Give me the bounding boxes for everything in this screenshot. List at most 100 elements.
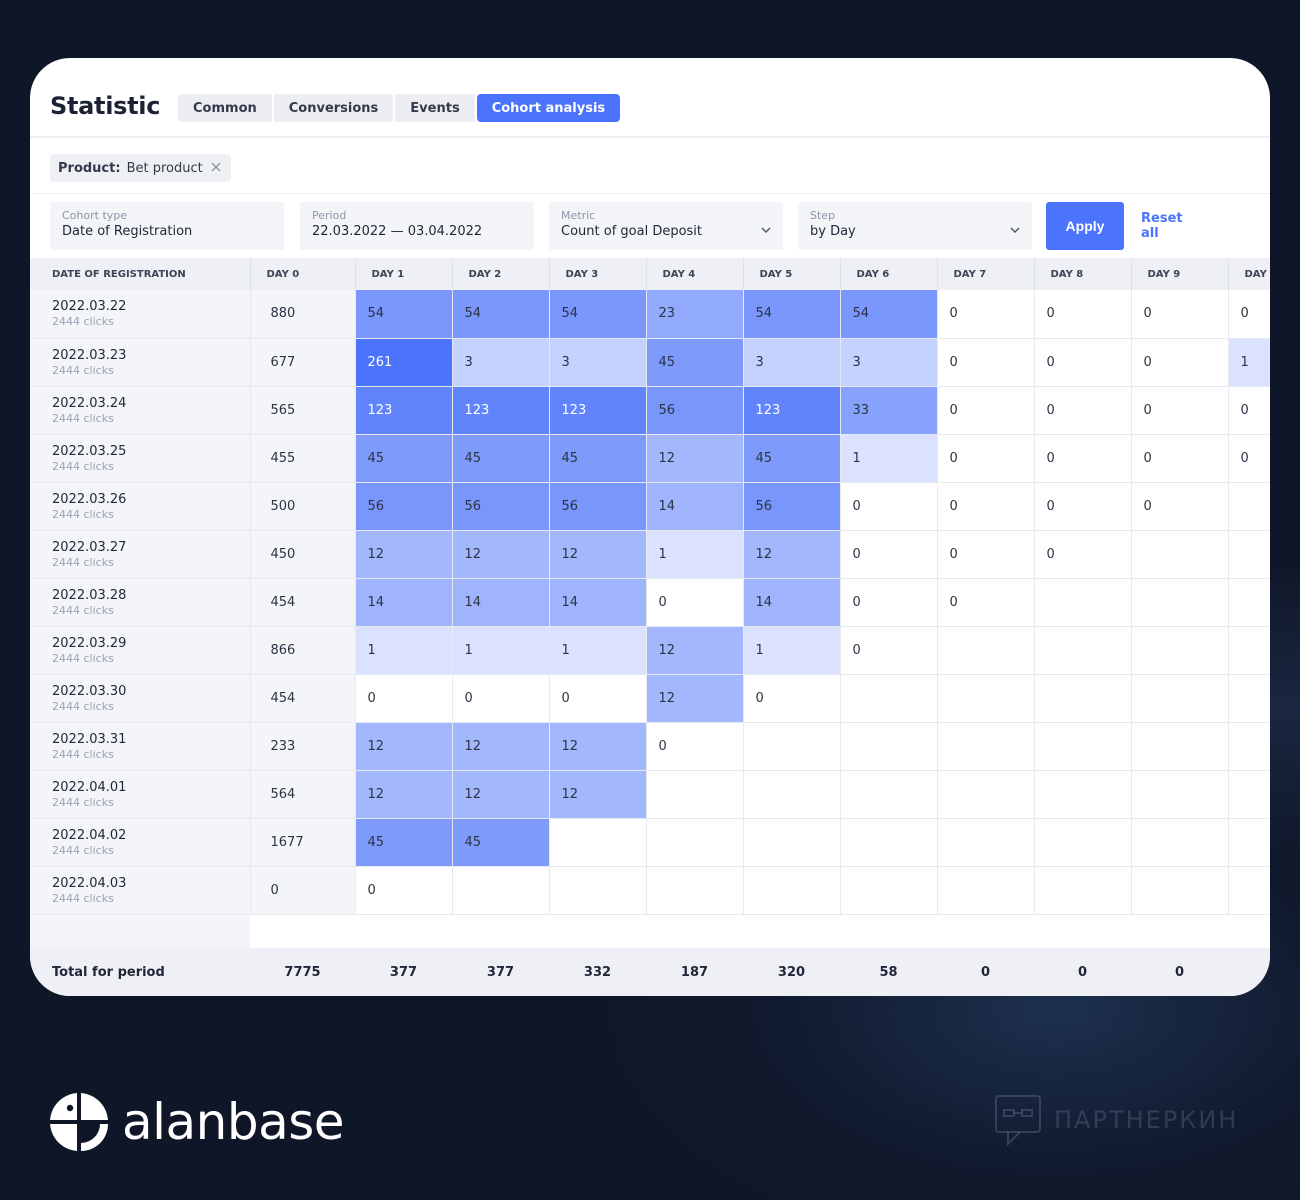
chevron-down-icon	[1010, 220, 1020, 233]
spacer-cell	[30, 914, 250, 948]
cohort-value-cell: 1	[743, 626, 841, 675]
step-select[interactable]: Step by Day	[798, 202, 1032, 250]
cohort-value-cell: 0	[1228, 434, 1270, 483]
column-header-day-4: DAY 4	[646, 258, 744, 290]
cohort-date: 2022.03.23	[52, 347, 127, 363]
cohort-value-cell: 1	[646, 530, 744, 579]
day0-cell: 233	[250, 722, 356, 771]
cohort-value-cell	[1034, 674, 1132, 723]
cohort-value-cell: 3	[743, 338, 841, 387]
cohort-value-cell: 14	[646, 482, 744, 531]
cohort-value-cell: 0	[1034, 434, 1132, 483]
cohort-clicks: 2444 clicks	[52, 555, 114, 569]
cohort-value-cell: 0	[1131, 434, 1229, 483]
total-value-cell: 377	[355, 948, 452, 996]
table-header-row: DATE OF REGISTRATION DAY 0 DAY 1 DAY 2 DAY 3…	[30, 258, 1270, 290]
cohort-value-cell	[1131, 866, 1229, 915]
cohort-date-cell: 2022.03.25 2444 clicks	[30, 434, 251, 483]
cohort-date: 2022.03.29	[52, 635, 127, 651]
column-header-day-5: DAY 5	[743, 258, 841, 290]
cohort-type-field[interactable]: Cohort type Date of Registration	[50, 202, 284, 250]
cohort-value-cell: 23	[646, 290, 744, 339]
total-row: Total for period 7775 377 377 332 187 320 58 0 0 0…	[30, 948, 1270, 996]
period-field[interactable]: Period 22.03.2022 — 03.04.2022	[300, 202, 534, 250]
reset-all-link[interactable]: Reset all	[1141, 211, 1183, 241]
column-header-day-6: DAY 6	[840, 258, 938, 290]
cohort-value-cell: 261	[355, 338, 453, 387]
step-value: by Day	[810, 224, 856, 239]
cohort-value-cell	[1131, 770, 1229, 819]
tab-cohort-analysis[interactable]: Cohort analysis	[476, 94, 621, 122]
total-value-cell: 7775	[250, 948, 355, 996]
cohort-value-cell	[1034, 866, 1132, 915]
cohort-value-cell: 0	[1131, 386, 1229, 435]
column-header-day-3: DAY 3	[549, 258, 647, 290]
cohort-value-cell: 1	[355, 626, 453, 675]
day0-cell: 565	[250, 386, 356, 435]
cohort-value-cell	[937, 770, 1035, 819]
cohort-value-cell: 0	[1131, 338, 1229, 387]
close-icon[interactable]	[211, 160, 221, 176]
cohort-value-cell	[1228, 482, 1270, 531]
cohort-value-cell: 3	[840, 338, 938, 387]
cohort-date-cell: 2022.03.22 2444 clicks	[30, 290, 251, 339]
spacer-cell	[1131, 914, 1228, 948]
cohort-value-cell: 1	[1228, 338, 1270, 387]
chevron-down-icon	[761, 220, 771, 233]
cohort-value-cell: 0	[937, 290, 1035, 339]
tab-conversions[interactable]: Conversions	[273, 94, 394, 122]
cohort-date-cell: 2022.03.30 2444 clicks	[30, 674, 251, 723]
metric-value: Count of goal Deposit	[561, 224, 703, 239]
cohort-date: 2022.03.25	[52, 443, 127, 459]
cohort-value-cell: 0	[840, 482, 938, 531]
cohort-value-cell: 14	[549, 578, 647, 627]
spacer-cell	[743, 914, 840, 948]
spacer-cell	[937, 914, 1034, 948]
cohort-clicks: 2444 clicks	[52, 651, 114, 665]
day0-cell: 1677	[250, 818, 356, 867]
table-body: 2022.03.22 2444 clicks 880 54 54 54 23 54 54 0 0 0 0…	[30, 290, 1270, 996]
product-filter-chip[interactable]: Product: Bet product	[50, 154, 231, 182]
metric-select[interactable]: Metric Count of goal Deposit	[549, 202, 783, 250]
cohort-type-value: Date of Registration	[62, 224, 193, 239]
cohort-value-cell: 0	[937, 386, 1035, 435]
cohort-value-cell	[743, 818, 841, 867]
total-value-cell: 332	[549, 948, 646, 996]
cohort-clicks: 2444 clicks	[52, 315, 114, 329]
cohort-value-cell	[1131, 530, 1229, 579]
cohort-value-cell: 0	[937, 482, 1035, 531]
total-value-cell: 377	[452, 948, 549, 996]
day0-cell: 866	[250, 626, 356, 675]
cohort-table-container[interactable]: DATE OF REGISTRATION DAY 0 DAY 1 DAY 2 DAY 3…	[30, 258, 1270, 996]
cohort-value-cell: 0	[1034, 290, 1132, 339]
table-row: 2022.03.29 2444 clicks 866 1 1 1 12 1 0	[30, 626, 1270, 675]
cohort-value-cell	[1228, 866, 1270, 915]
cohort-value-cell: 1	[549, 626, 647, 675]
cohort-value-cell: 54	[452, 290, 550, 339]
brand-name: alanbase	[122, 1093, 345, 1151]
total-label: Total for period	[30, 948, 250, 996]
spacer-cell	[549, 914, 646, 948]
total-value-cell: 0	[937, 948, 1034, 996]
cohort-clicks: 2444 clicks	[52, 699, 114, 713]
cohort-value-cell	[1228, 770, 1270, 819]
cohort-value-cell	[840, 722, 938, 771]
tab-events[interactable]: Events	[395, 94, 475, 122]
cohort-value-cell	[549, 866, 647, 915]
cohort-value-cell	[840, 818, 938, 867]
tab-common[interactable]: Common	[178, 94, 272, 122]
apply-button[interactable]: Apply	[1046, 202, 1124, 250]
cohort-value-cell	[1131, 578, 1229, 627]
cohort-value-cell: 12	[355, 722, 453, 771]
cohort-value-cell	[1131, 626, 1229, 675]
cohort-value-cell: 56	[452, 482, 550, 531]
cohort-clicks: 2444 clicks	[52, 411, 114, 425]
cohort-value-cell: 14	[452, 578, 550, 627]
cohort-value-cell: 56	[549, 482, 647, 531]
column-header-day-8: DAY 8	[1034, 258, 1132, 290]
cohort-value-cell	[743, 722, 841, 771]
cohort-value-cell: 0	[1131, 290, 1229, 339]
cohort-value-cell	[452, 866, 550, 915]
spacer-cell	[1228, 914, 1270, 948]
cohort-value-cell: 0	[840, 626, 938, 675]
